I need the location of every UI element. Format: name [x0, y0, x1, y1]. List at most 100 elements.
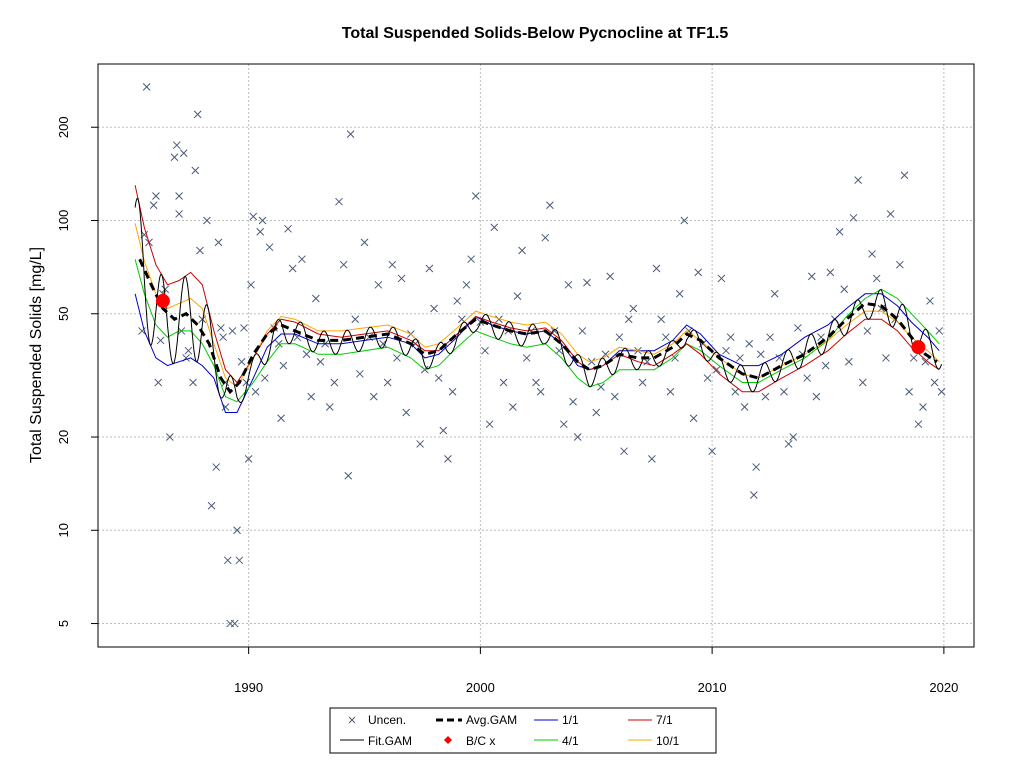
observation-point [207, 501, 216, 510]
observation-point [766, 333, 774, 342]
observation-point [258, 216, 267, 225]
observation-point [288, 264, 297, 273]
y-tick-label: 100 [56, 210, 71, 232]
observation-point [712, 365, 721, 374]
observation-point [212, 463, 221, 471]
observation-point [156, 336, 165, 345]
observation-point [230, 619, 239, 628]
observation-point [277, 414, 285, 423]
observation-point [444, 455, 452, 463]
observation-point [666, 387, 675, 396]
observation-point [648, 455, 656, 463]
observation-point [416, 440, 424, 448]
observation-point [559, 420, 568, 429]
observation-point [736, 354, 744, 362]
observation-point [233, 526, 241, 535]
observation-point [508, 403, 517, 411]
legend-uncen-marker [348, 716, 356, 724]
observation-point [339, 260, 348, 269]
observation-point [388, 260, 397, 269]
observation-point [175, 192, 183, 200]
observation-point [840, 285, 849, 294]
observation-point [219, 333, 227, 342]
observation-point [247, 280, 255, 289]
observation-point [223, 556, 232, 565]
observation-point [638, 378, 647, 387]
observation-point [397, 274, 406, 283]
observation-point [383, 378, 392, 387]
observation-point [344, 471, 353, 480]
observation-point [882, 354, 890, 362]
legend-item-s41: 4/1 [534, 734, 579, 748]
observation-point [161, 285, 170, 294]
legend-s101-label: 10/1 [656, 734, 680, 748]
observation-point [872, 274, 881, 283]
observation-point [937, 387, 946, 396]
observation-point [240, 324, 248, 332]
x-axis: 1990 2000 2010 2020 [234, 646, 958, 695]
observation-point [606, 272, 615, 281]
x-tick-label: 2020 [929, 680, 958, 695]
observation-point [629, 304, 638, 313]
observation-point [402, 408, 411, 417]
observation-point [356, 369, 364, 378]
observation-point [689, 414, 698, 423]
observation-point [256, 227, 265, 236]
observation-point [601, 350, 610, 359]
observation-point [726, 333, 735, 342]
legend-fitgam-label: Fit.GAM [368, 734, 412, 748]
observation-point [393, 354, 401, 362]
observation-point [242, 378, 251, 387]
observation-point [914, 420, 923, 429]
legend-item-uncen: Uncen. [348, 713, 406, 727]
observation-point [499, 378, 508, 387]
legend-item-fitgam: Fit.GAM [340, 734, 412, 748]
observation-point [583, 278, 591, 287]
observation-point [900, 171, 909, 180]
observation-point [175, 210, 183, 218]
y-tick-label: 10 [56, 523, 71, 537]
x-tick-label: 2010 [698, 680, 727, 695]
observation-point [624, 315, 633, 324]
observation-point [485, 420, 494, 429]
observation-point [592, 408, 601, 417]
observation-point [921, 357, 930, 366]
legend-item-s11: 1/1 [534, 713, 579, 727]
observation-point [784, 440, 793, 448]
observation-point [610, 392, 619, 401]
observation-point [244, 455, 253, 463]
observation-point [316, 357, 325, 366]
chart-title: Total Suspended Solids-Below Pycnocline … [342, 25, 729, 42]
observation-point [708, 447, 716, 456]
x-tick-label: 1990 [234, 680, 263, 695]
observation-point [189, 378, 197, 387]
observation-point [935, 327, 944, 335]
observation-point [849, 213, 858, 222]
observation-point [462, 280, 471, 289]
observation-point [895, 260, 904, 269]
observation-point [752, 463, 761, 471]
observation-point [858, 378, 867, 387]
observation-point [740, 403, 749, 411]
legend-avggam-label: Avg.GAM [466, 713, 517, 727]
observation-point [775, 354, 784, 362]
observation-point [311, 294, 320, 303]
observation-point [152, 192, 160, 200]
observation-point [467, 255, 475, 264]
observation-point [196, 246, 204, 255]
observation-point [926, 297, 934, 305]
observation-point [284, 224, 292, 233]
y-axis-label: Total Suspended Solids [mg/L] [28, 247, 45, 463]
observation-point [905, 387, 913, 396]
observation-point [170, 153, 179, 162]
observation-point [430, 304, 438, 313]
observation-point [541, 233, 550, 242]
observation-point [369, 392, 378, 401]
observation-point [249, 212, 258, 221]
observation-point [513, 292, 522, 300]
season-curve-s101 [134, 223, 940, 388]
observation-point [228, 327, 237, 335]
observation-point [555, 346, 564, 355]
observation-point [351, 315, 360, 324]
y-axis: 5 10 20 50 100 200 [56, 116, 99, 627]
